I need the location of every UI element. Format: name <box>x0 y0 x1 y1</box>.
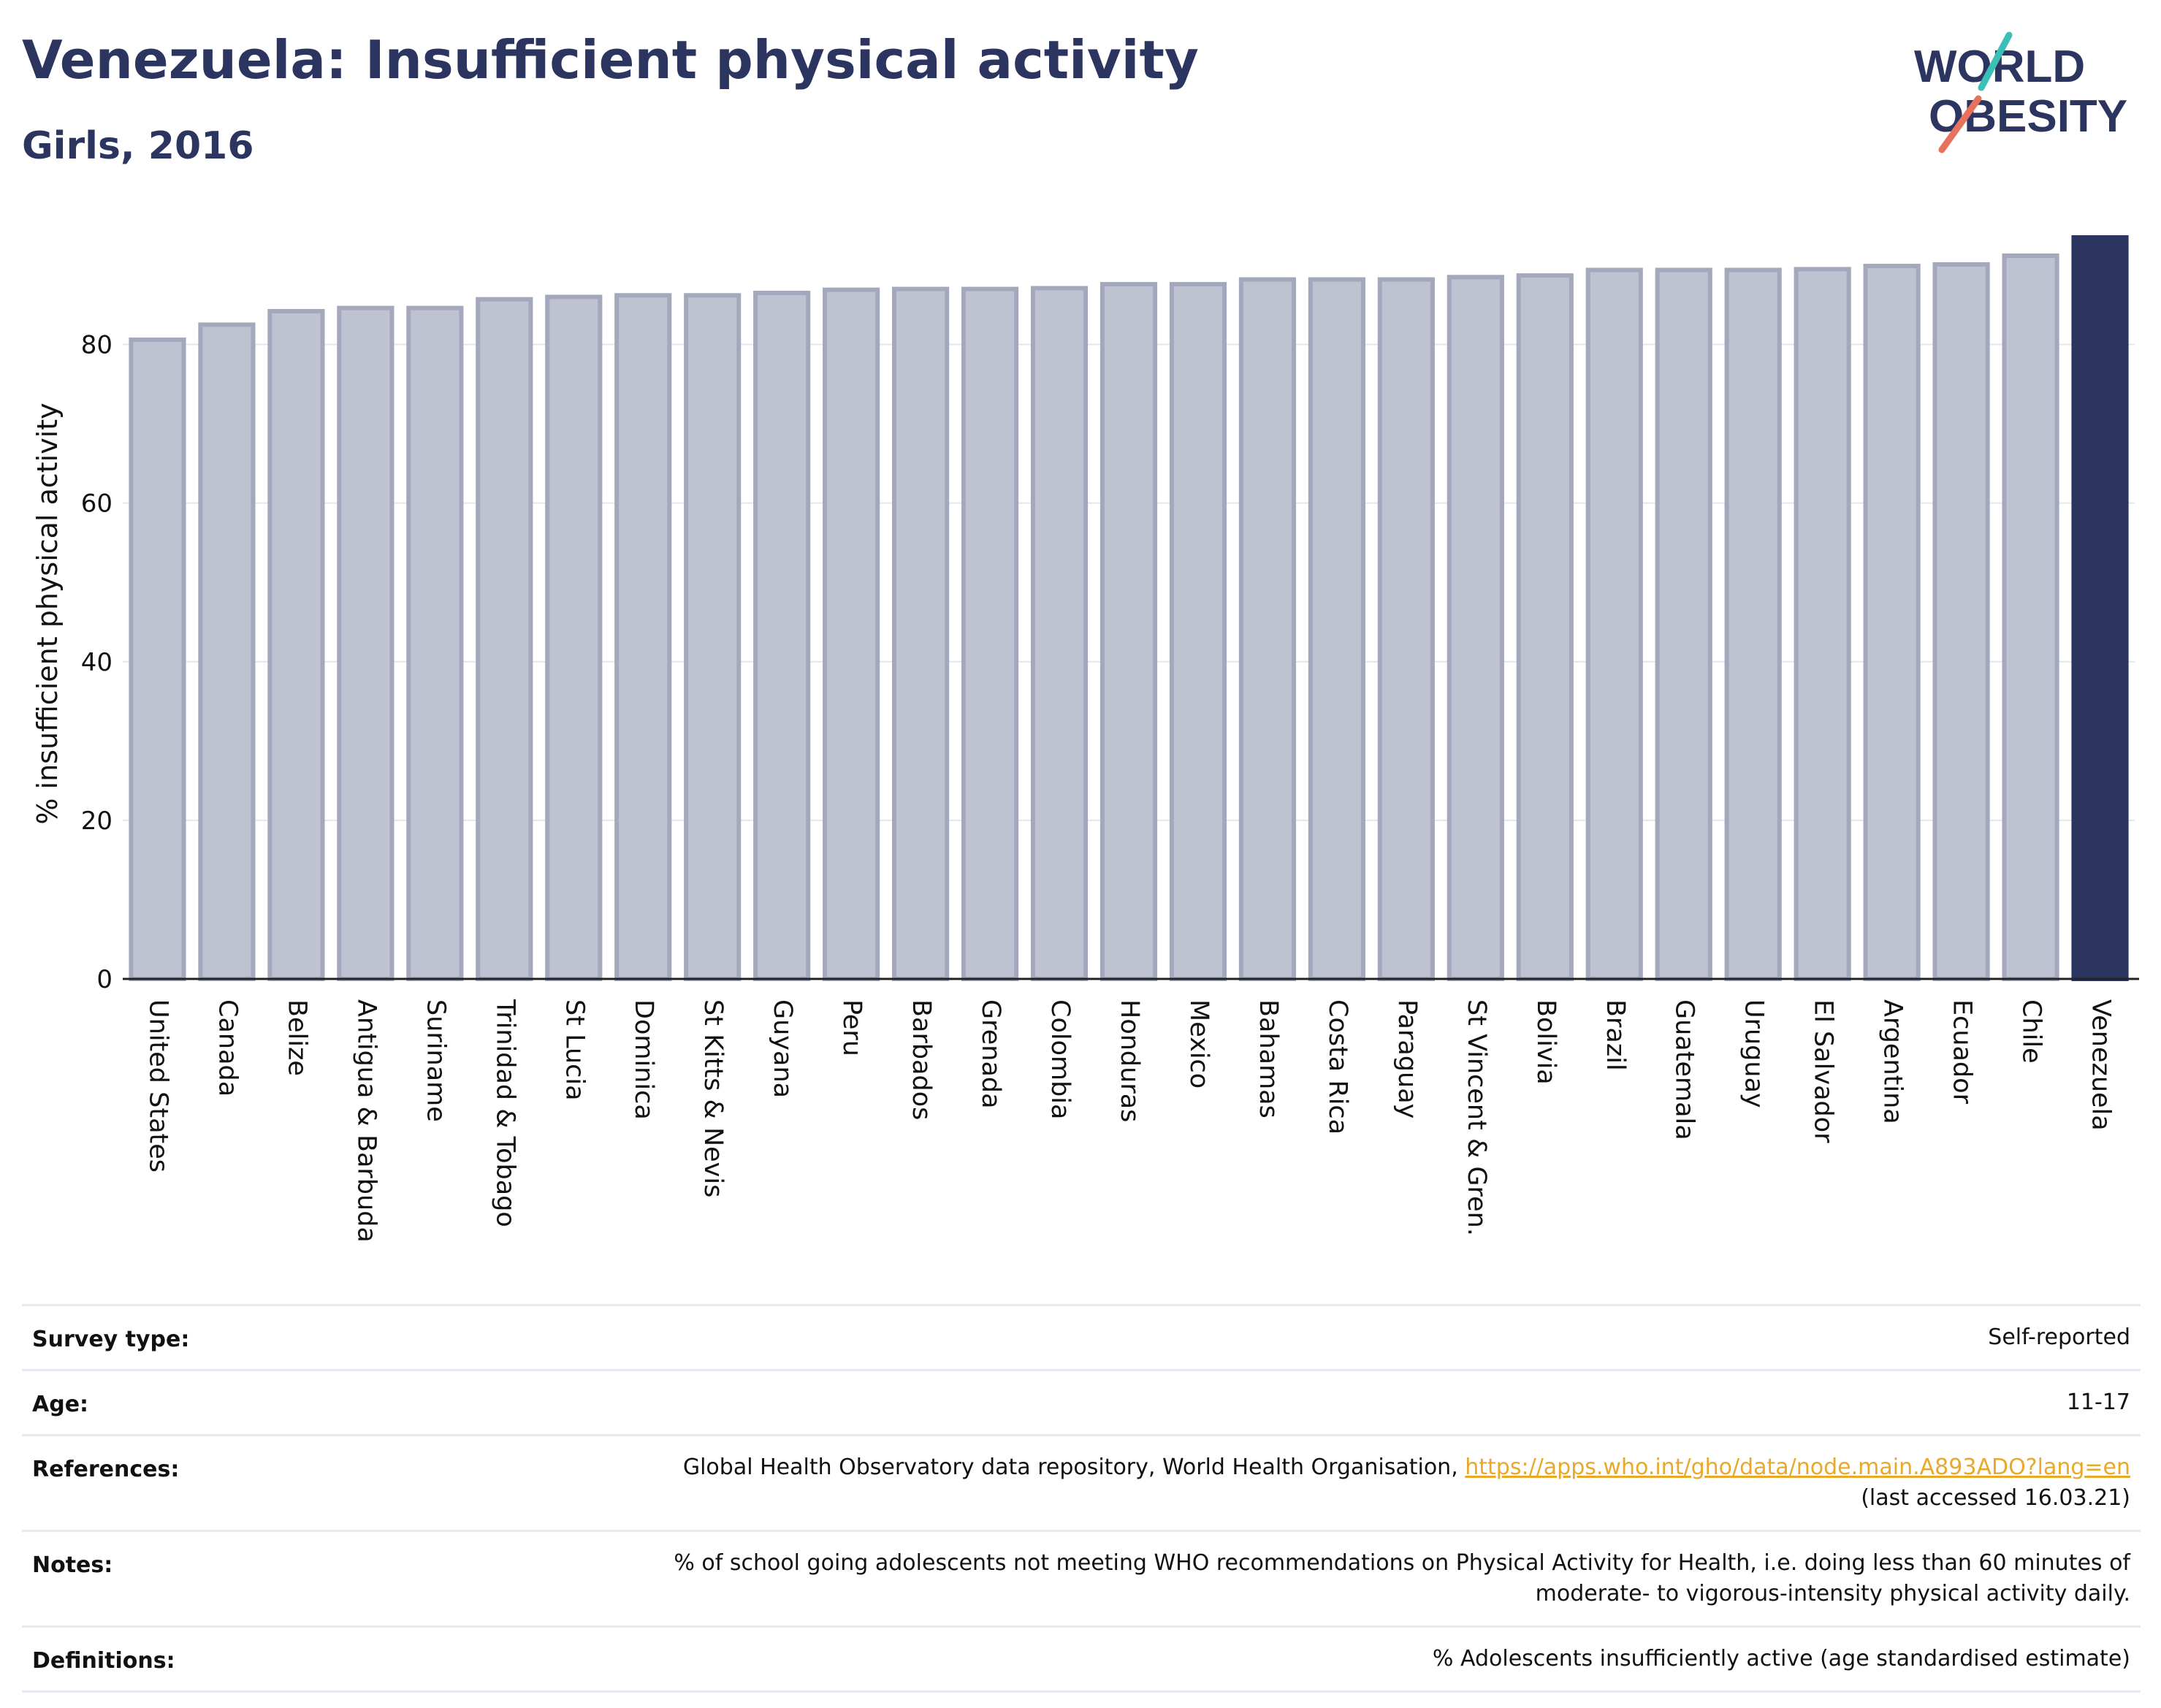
definitions-label: Definitions: <box>32 1648 175 1674</box>
bar-costa-rica <box>1308 277 1365 982</box>
y-tick-label: 80 <box>81 331 113 360</box>
bar-mexico <box>1169 282 1227 981</box>
x-tick-label: Trinidad & Tobago <box>490 999 519 1227</box>
x-tick-label: St Kitts & Nevis <box>698 999 728 1197</box>
info-row-definitions: Definitions: % Adolescents insufficientl… <box>22 1625 2141 1693</box>
x-tick-label: Guyana <box>768 999 797 1098</box>
bar-colombia <box>1030 286 1089 981</box>
x-tick-label: Grenada <box>976 999 1005 1109</box>
logo-slash-coral <box>1938 95 1982 153</box>
bar-bahamas <box>1238 277 1297 982</box>
bar-st-vincent-gren- <box>1447 275 1504 981</box>
references-note: (last accessed 16.03.21) <box>1861 1485 2130 1511</box>
bar-peru <box>823 287 880 982</box>
bar-united-states <box>129 338 186 982</box>
bar-st-lucia <box>545 294 603 981</box>
chart-title: Venezuela: Insufficient physical activit… <box>22 29 1199 91</box>
bar-bolivia <box>1516 273 1574 982</box>
bar-st-kitts-nevis <box>684 293 742 982</box>
x-tick-label: Dominica <box>629 999 658 1120</box>
x-tick-label: Argentina <box>1878 999 1907 1124</box>
x-tick-label: Peru <box>837 999 866 1056</box>
world-obesity-logo: WORLD OBESITY <box>1914 31 2127 153</box>
x-tick-label: Antigua & Barbuda <box>351 999 381 1243</box>
bar-suriname <box>406 305 464 981</box>
x-tick-label: Belize <box>282 999 311 1076</box>
x-tick-label: Honduras <box>1115 999 1144 1122</box>
bar-grenada <box>961 286 1019 981</box>
y-tick-label: 20 <box>81 807 113 836</box>
survey-type-label: Survey type: <box>32 1327 190 1352</box>
age-value: 11-17 <box>2066 1389 2130 1415</box>
x-tick-label: Brazil <box>1601 999 1630 1071</box>
info-row-notes: Notes: % of school going adolescents not… <box>22 1530 2141 1625</box>
bar-chile <box>2002 253 2059 982</box>
x-tick-label: Uruguay <box>1739 999 1769 1108</box>
x-tick-label: Guatemala <box>1670 999 1699 1140</box>
bar-paraguay <box>1377 277 1435 982</box>
chart-subtitle: Girls, 2016 <box>22 124 254 168</box>
bar-canada <box>198 322 256 982</box>
bar-uruguay <box>1724 267 1782 982</box>
bar-venezuela <box>2071 235 2129 981</box>
bar-trinidad-tobago <box>476 297 533 982</box>
x-tick-label: Venezuela <box>2086 999 2116 1131</box>
bar-honduras <box>1099 282 1158 981</box>
y-tick-label: 60 <box>81 489 113 519</box>
y-tick-label: 40 <box>81 648 113 677</box>
x-tick-label: St Vincent & Gren. <box>1462 999 1491 1236</box>
info-row-survey-type: Survey type: Self-reported <box>22 1304 2141 1369</box>
bar-dominica <box>614 293 672 982</box>
notes-line2: moderate- to vigorous-intensity physical… <box>1535 1581 2130 1606</box>
bar-ecuador <box>1932 262 1990 981</box>
logo-slash-teal <box>1978 31 2013 91</box>
x-tick-label: El Salvador <box>1809 999 1838 1143</box>
notes-label: Notes: <box>32 1552 113 1578</box>
references-label: References: <box>32 1457 180 1482</box>
x-tick-label: St Lucia <box>560 999 589 1101</box>
bar-barbados <box>892 286 950 981</box>
bar-guatemala <box>1655 267 1712 982</box>
y-axis-label: % insufficient physical activity <box>31 403 64 824</box>
y-tick-label: 0 <box>96 965 113 994</box>
survey-type-value: Self-reported <box>1988 1324 2130 1350</box>
x-tick-label: United States <box>143 999 172 1173</box>
x-tick-label: Mexico <box>1184 999 1213 1089</box>
x-tick-label: Canada <box>213 999 242 1097</box>
bar-antigua-barbuda <box>337 305 395 981</box>
info-row-references: References: Global Health Observatory da… <box>22 1434 2141 1530</box>
bar-argentina <box>1863 264 1921 981</box>
notes-line1: % of school going adolescents not meetin… <box>674 1550 2130 1576</box>
info-table: Survey type: Self-reported Age: 11-17 Re… <box>22 1304 2141 1693</box>
definitions-value: % Adolescents insufficiently active (age… <box>1432 1646 2130 1671</box>
bar-el-salvador <box>1794 267 1851 981</box>
x-tick-label: Chile <box>2017 999 2046 1064</box>
references-text: Global Health Observatory data repositor… <box>682 1455 1466 1480</box>
x-tick-label: Bolivia <box>1531 999 1560 1085</box>
x-tick-label: Barbados <box>907 999 936 1120</box>
x-tick-label: Ecuador <box>1948 999 1977 1105</box>
x-tick-label: Colombia <box>1045 999 1075 1119</box>
x-tick-label: Costa Rica <box>1323 999 1352 1135</box>
bar-belize <box>267 308 325 981</box>
references-value: Global Health Observatory data repositor… <box>683 1436 2130 1530</box>
bar-brazil <box>1585 267 1643 982</box>
age-label: Age: <box>32 1392 89 1417</box>
info-row-age: Age: 11-17 <box>22 1369 2141 1434</box>
x-tick-label: Paraguay <box>1392 999 1422 1118</box>
x-tick-label: Bahamas <box>1254 999 1283 1118</box>
references-link[interactable]: https://apps.who.int/gho/data/node.main.… <box>1465 1455 2130 1480</box>
bar-guyana <box>753 290 811 981</box>
x-tick-label: Suriname <box>421 999 450 1122</box>
bar-chart: 0 20 40 60 80 United States Canada Belize Antig… <box>31 235 2139 1243</box>
notes-value: % of school going adolescents not meetin… <box>674 1532 2130 1625</box>
